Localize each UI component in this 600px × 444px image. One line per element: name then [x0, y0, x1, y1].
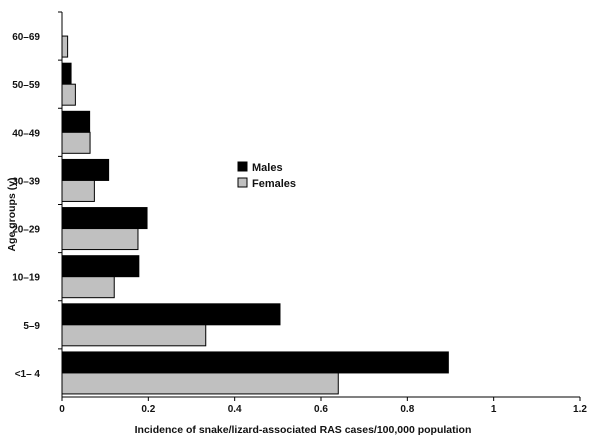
bar-females	[61, 228, 139, 251]
bar-males	[61, 110, 91, 133]
category-label: 10–19	[12, 273, 40, 284]
legend-label-females: Females	[252, 178, 296, 190]
category-label: 60–69	[12, 32, 40, 43]
category-label: 50–59	[12, 80, 40, 91]
y-axis-ticks: <1– 4 5–9 10–19 20–29 30–39 40–49 50–59 60–69	[12, 11, 62, 380]
bars-group	[61, 35, 449, 395]
bar-males	[61, 255, 140, 278]
bar-females	[61, 131, 91, 154]
x-axis-ticks: 0 0.2 0.4 0.6 0.8 1 1.2	[59, 397, 587, 415]
bar-males	[61, 62, 72, 85]
x-tick-label: 0.8	[400, 404, 414, 415]
bar-females	[61, 179, 95, 202]
legend: Males Females	[237, 161, 296, 190]
legend-swatch-males	[237, 161, 248, 172]
category-label: 40–49	[12, 128, 40, 139]
x-tick-label: 0.4	[228, 404, 242, 415]
legend-swatch-females	[237, 177, 248, 188]
bar-males	[61, 351, 449, 374]
bar-males	[61, 303, 281, 326]
x-tick-label: 0.2	[141, 404, 155, 415]
bar-females	[61, 324, 207, 347]
x-tick-label: 0	[59, 404, 65, 415]
bar-females	[61, 372, 339, 395]
bar-females	[61, 83, 76, 106]
bar-males	[61, 158, 110, 181]
bar-females	[61, 35, 69, 58]
category-label: 5–9	[23, 321, 40, 332]
legend-label-males: Males	[252, 162, 283, 174]
y-axis-title: Age groups (y)	[6, 177, 18, 251]
category-label: 20–29	[12, 225, 40, 236]
x-tick-label: 0.6	[314, 404, 328, 415]
category-label: 30–39	[12, 176, 40, 187]
x-tick-label: 1.2	[573, 404, 587, 415]
category-label: <1– 4	[15, 369, 41, 380]
x-axis-title: Incidence of snake/lizard-associated RAS…	[135, 424, 472, 436]
x-tick-label: 1	[491, 404, 497, 415]
bar-males	[61, 207, 148, 230]
bar-females	[61, 276, 115, 299]
